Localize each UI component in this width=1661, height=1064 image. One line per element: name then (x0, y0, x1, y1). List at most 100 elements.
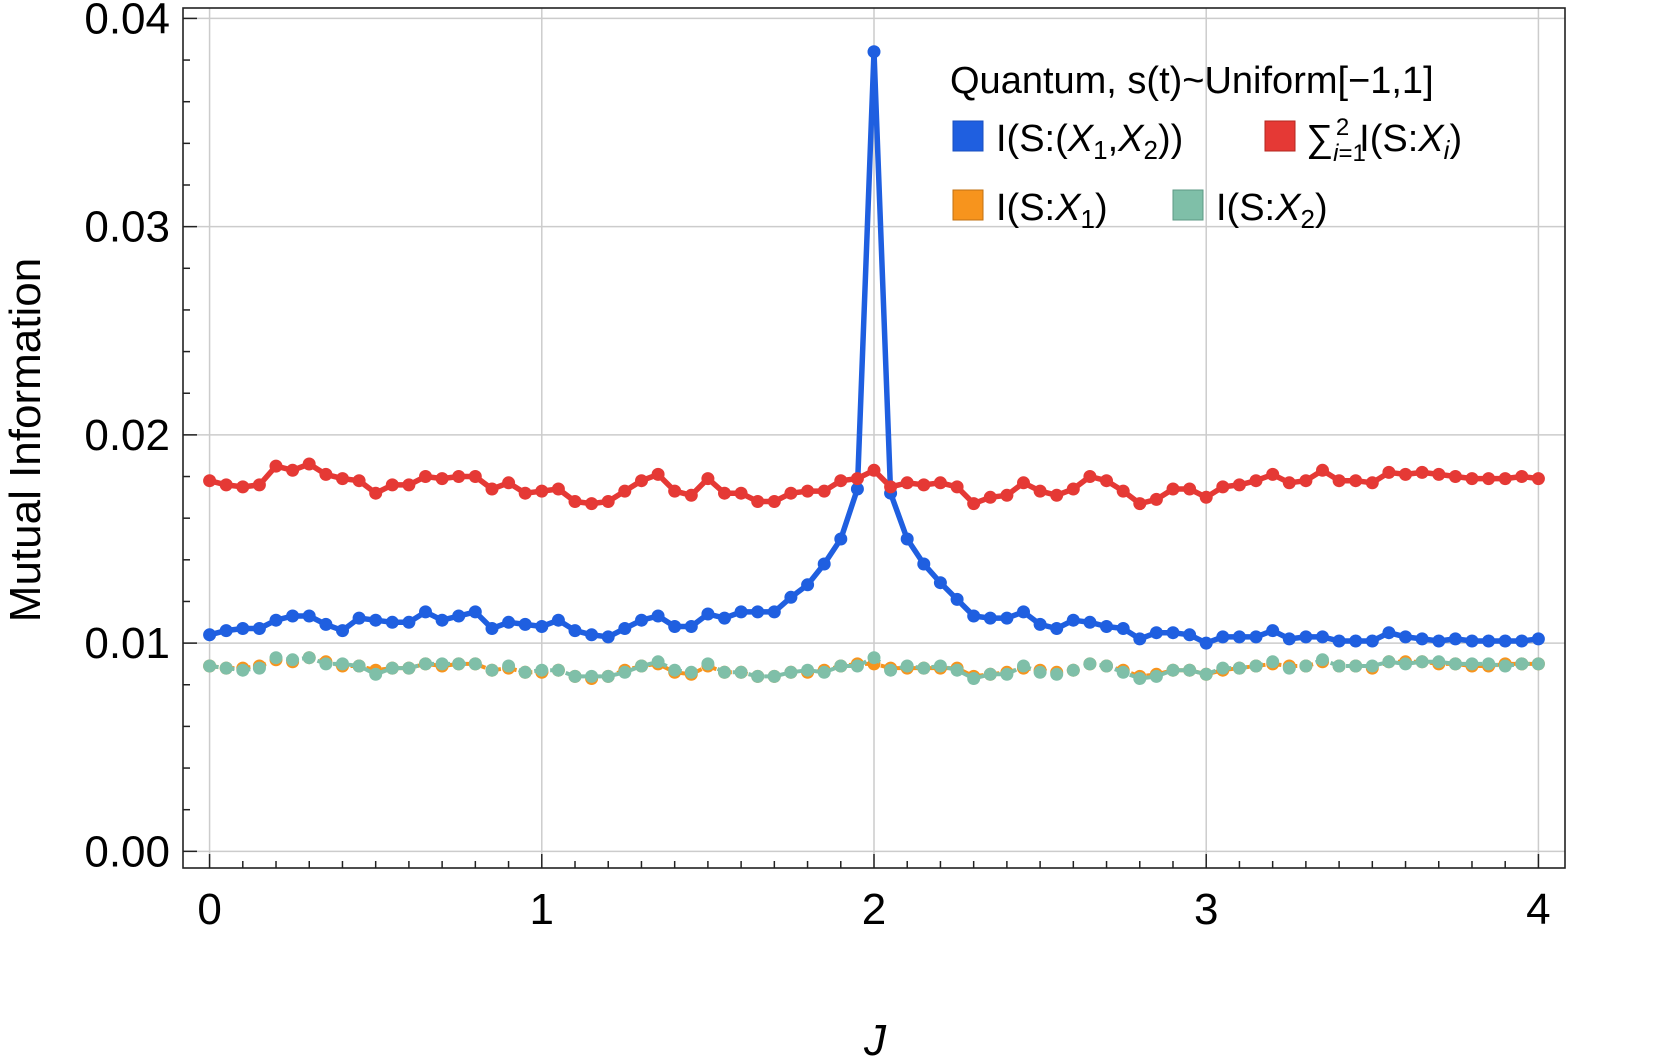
data-point-joint (701, 607, 715, 621)
data-point-joint (1199, 636, 1213, 650)
data-point-joint (751, 605, 765, 619)
data-point-x2 (1531, 657, 1545, 671)
data-point-joint (585, 628, 599, 642)
data-point-x2 (651, 655, 665, 669)
data-point-x2 (518, 665, 532, 679)
data-point-x2 (452, 657, 466, 671)
data-point-joint (236, 622, 250, 635)
data-point-x2 (817, 665, 831, 679)
data-point-joint (1183, 628, 1197, 642)
data-point-x2 (1017, 659, 1030, 673)
data-point-sum (1249, 474, 1263, 488)
data-point-x2 (668, 663, 682, 677)
data-point-x2 (867, 651, 881, 665)
data-point-sum (817, 484, 831, 498)
data-point-x2 (1232, 661, 1246, 675)
series-x2 (203, 651, 1545, 685)
data-point-joint (1166, 626, 1180, 640)
data-point-sum (203, 474, 217, 488)
data-point-joint (1017, 605, 1030, 619)
data-point-sum (718, 486, 731, 500)
data-point-x2 (884, 663, 898, 677)
data-point-sum (518, 486, 532, 500)
data-point-sum (1282, 476, 1296, 490)
data-point-sum (950, 480, 964, 494)
data-point-joint (468, 605, 482, 619)
data-point-joint (900, 532, 914, 546)
data-point-x2 (402, 661, 416, 675)
data-point-x2 (784, 665, 798, 679)
x-tick-label-2: 2 (862, 885, 886, 934)
data-point-sum (468, 470, 482, 483)
legend-swatch-x1 (952, 189, 984, 221)
data-point-sum (1133, 497, 1147, 511)
x-axis-title: J (863, 1016, 887, 1064)
data-point-x2 (1216, 661, 1230, 675)
series-layer (203, 45, 1545, 685)
data-point-sum (1116, 484, 1130, 498)
data-point-x2 (352, 659, 366, 673)
data-point-sum (502, 476, 516, 490)
data-point-x2 (1100, 659, 1113, 673)
x-tick-label-1: 1 (530, 885, 554, 934)
data-point-x2 (917, 661, 931, 675)
data-point-x2 (1266, 655, 1280, 669)
data-point-joint (1133, 632, 1147, 646)
data-point-sum (302, 457, 316, 471)
data-point-sum (1415, 465, 1429, 479)
data-point-sum (1482, 472, 1496, 486)
data-point-sum (435, 472, 449, 486)
data-point-joint (319, 617, 333, 631)
data-point-sum (419, 470, 432, 483)
data-point-sum (369, 486, 383, 500)
data-point-sum (1299, 474, 1313, 488)
data-point-joint (1482, 634, 1496, 648)
data-point-joint (651, 609, 665, 623)
data-point-sum (1000, 488, 1014, 502)
data-point-sum (884, 480, 898, 494)
data-point-sum (1166, 482, 1180, 496)
data-point-sum (668, 484, 682, 498)
data-point-joint (1116, 622, 1130, 635)
data-point-x2 (1515, 657, 1529, 671)
data-point-x2 (286, 653, 300, 667)
data-point-joint (551, 613, 565, 627)
data-point-joint (1066, 613, 1080, 627)
data-point-joint (734, 605, 748, 619)
axes: 0 1 2 3 4 0.00 0.01 0.02 0.03 0.04 (84, 0, 1566, 934)
data-point-x2 (1166, 663, 1180, 677)
data-point-x2 (950, 663, 964, 677)
data-point-sum (452, 470, 466, 483)
y-tick-label-4: 0.04 (84, 0, 170, 43)
data-point-x2 (834, 659, 848, 673)
data-point-joint (784, 590, 798, 604)
data-point-x2 (1183, 663, 1197, 677)
data-point-joint (1399, 630, 1412, 644)
data-point-joint (302, 609, 316, 623)
data-point-joint (618, 622, 632, 635)
data-point-x2 (1349, 659, 1363, 673)
data-point-x2 (1116, 665, 1130, 679)
data-point-sum (900, 476, 914, 490)
data-point-sum (535, 484, 549, 498)
data-point-joint (1033, 617, 1047, 631)
legend-label-sum: ∑i=12 I(S:Xi) (1306, 114, 1462, 167)
data-point-x2 (468, 657, 482, 671)
data-point-sum (834, 474, 848, 488)
data-point-joint (518, 617, 532, 631)
data-point-x2 (734, 665, 748, 679)
data-point-sum (1266, 467, 1280, 481)
data-point-x2 (933, 659, 947, 673)
data-point-x2 (1033, 665, 1047, 679)
legend-swatch-x2 (1172, 189, 1204, 221)
data-point-sum (336, 472, 349, 486)
data-point-x2 (618, 665, 632, 679)
data-point-x2 (269, 651, 283, 665)
data-point-x2 (900, 659, 914, 673)
data-point-joint (1332, 634, 1346, 648)
data-point-sum (967, 497, 981, 511)
data-point-x2 (1133, 672, 1147, 685)
data-point-joint (286, 609, 300, 623)
data-point-joint (801, 578, 815, 592)
